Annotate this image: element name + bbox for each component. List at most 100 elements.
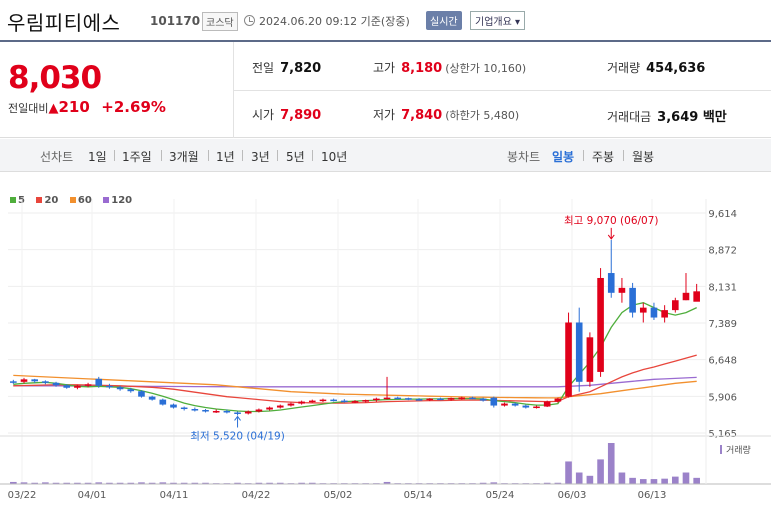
volume-bar bbox=[639, 479, 647, 484]
candle-body bbox=[138, 391, 145, 397]
candle-body bbox=[148, 396, 156, 400]
change-value: 210 bbox=[58, 98, 90, 116]
volume-bar bbox=[298, 482, 305, 484]
volume-bar bbox=[20, 482, 28, 484]
volume-bar bbox=[629, 477, 636, 484]
candle-body bbox=[341, 400, 348, 403]
clock-icon bbox=[244, 15, 255, 26]
price-summary: 8,030 전일대비▲210 +2.69% 전일 7,820 고가 8,180 (상한… bbox=[0, 42, 771, 138]
volume-bar bbox=[693, 477, 700, 484]
volume-bar bbox=[554, 482, 562, 484]
period-3y-button[interactable]: 3년 bbox=[251, 150, 270, 164]
moving-average-lines bbox=[13, 302, 697, 413]
candle-body bbox=[458, 397, 466, 400]
ma60-line bbox=[13, 374, 697, 399]
candle-body bbox=[63, 385, 71, 388]
volume-bar bbox=[138, 482, 145, 484]
candle-body bbox=[330, 399, 337, 402]
volume-bar bbox=[74, 482, 81, 484]
volume-bar bbox=[671, 476, 679, 484]
candle-body bbox=[95, 378, 103, 386]
candle-body bbox=[191, 409, 199, 411]
y-tick-label: 5,906 bbox=[708, 392, 737, 403]
y-tick-label: 8,131 bbox=[708, 282, 737, 293]
candle-body bbox=[42, 381, 49, 383]
x-tick-label: 04/01 bbox=[78, 490, 107, 501]
period-1d-button[interactable]: 1일 bbox=[88, 150, 107, 164]
volume-bar bbox=[170, 482, 177, 484]
stat-high: 고가 8,180 (상한가 10,160) bbox=[373, 61, 527, 76]
volume-bar bbox=[116, 482, 124, 484]
period-5y-button[interactable]: 5년 bbox=[286, 150, 305, 164]
candle-body bbox=[490, 397, 498, 406]
legend-ma60: 60 bbox=[69, 195, 92, 206]
line-chart-label: 선차트 bbox=[40, 150, 74, 164]
chart-legend: 5 20 60 120 bbox=[10, 195, 140, 206]
volume-bar bbox=[586, 475, 594, 484]
candle-body bbox=[212, 410, 220, 413]
volume-bar bbox=[479, 482, 487, 484]
candle-body bbox=[373, 398, 380, 401]
up-arrow-icon bbox=[234, 415, 241, 428]
ma5-line bbox=[13, 302, 697, 413]
company-info-dropdown[interactable]: 기업개요 ▾ bbox=[470, 11, 525, 30]
candle-monthly-button[interactable]: 월봉 bbox=[632, 150, 655, 164]
candle-body bbox=[597, 277, 604, 372]
candle-body bbox=[501, 403, 508, 406]
volume-bar bbox=[618, 472, 626, 484]
period-10y-button[interactable]: 10년 bbox=[321, 150, 348, 164]
candle-body bbox=[202, 410, 209, 412]
candle-body bbox=[554, 398, 562, 402]
volume-bar bbox=[543, 482, 551, 484]
candle-body bbox=[127, 389, 135, 392]
candle-body bbox=[661, 310, 668, 318]
volume-bar bbox=[127, 482, 135, 484]
candle-body bbox=[170, 404, 177, 408]
candle-daily-button[interactable]: 일봉 bbox=[552, 150, 575, 164]
volume-bar bbox=[95, 482, 103, 484]
y-tick-label: 6,648 bbox=[708, 356, 737, 367]
volume-bar bbox=[52, 482, 60, 484]
volume-bar bbox=[661, 478, 668, 484]
x-tick-label: 06/03 bbox=[558, 490, 587, 501]
candle-weekly-button[interactable]: 주봉 bbox=[592, 150, 615, 164]
chart-annotations: 거래량 최고 9,070 (06/07) 최저 5,520 (04/19) bbox=[190, 215, 751, 456]
candle-body bbox=[20, 379, 28, 382]
candle-body bbox=[629, 287, 636, 313]
volume-bar bbox=[106, 482, 113, 484]
candle-body bbox=[234, 412, 241, 414]
change-label: 전일대비 bbox=[8, 102, 49, 115]
volume-bar bbox=[650, 479, 658, 484]
stat-low: 저가 7,840 (하한가 5,480) bbox=[373, 108, 520, 123]
volume-bar bbox=[255, 482, 263, 484]
candle-body bbox=[682, 292, 690, 301]
chart-axes: 9,614 8,872 8,131 7,389 6,648 5,906 5,165 03/22… bbox=[0, 199, 771, 501]
x-tick-label: 06/13 bbox=[638, 490, 667, 501]
volume-bar bbox=[266, 482, 273, 484]
period-3m-button[interactable]: 3개월 bbox=[169, 150, 199, 164]
volume-legend-swatch bbox=[720, 445, 722, 454]
volume-bars bbox=[10, 443, 700, 484]
volume-bar bbox=[180, 482, 188, 484]
candle-body bbox=[84, 384, 92, 386]
realtime-button[interactable]: 실시간 bbox=[426, 11, 462, 30]
period-1w-button[interactable]: 1주일 bbox=[122, 150, 152, 164]
candle-body bbox=[469, 397, 476, 400]
volume-bar bbox=[276, 482, 284, 484]
candle-body bbox=[650, 307, 658, 318]
volume-bar bbox=[84, 482, 92, 484]
up-arrow-icon: ▲ bbox=[48, 101, 59, 116]
candle-body bbox=[180, 407, 188, 410]
volume-bar bbox=[383, 481, 391, 484]
stat-prev-close: 전일 7,820 bbox=[252, 61, 322, 76]
y-tick-label: 9,614 bbox=[708, 209, 737, 220]
x-tick-label: 05/02 bbox=[324, 490, 353, 501]
candle-body bbox=[565, 322, 572, 397]
candle-body bbox=[415, 399, 423, 401]
candle-body bbox=[106, 385, 113, 388]
low-annotation: 최저 5,520 (04/19) bbox=[190, 430, 285, 442]
candle-body bbox=[639, 307, 647, 313]
legend-ma5: 5 bbox=[10, 195, 25, 206]
candle-body bbox=[266, 407, 273, 410]
period-1y-button[interactable]: 1년 bbox=[216, 150, 235, 164]
